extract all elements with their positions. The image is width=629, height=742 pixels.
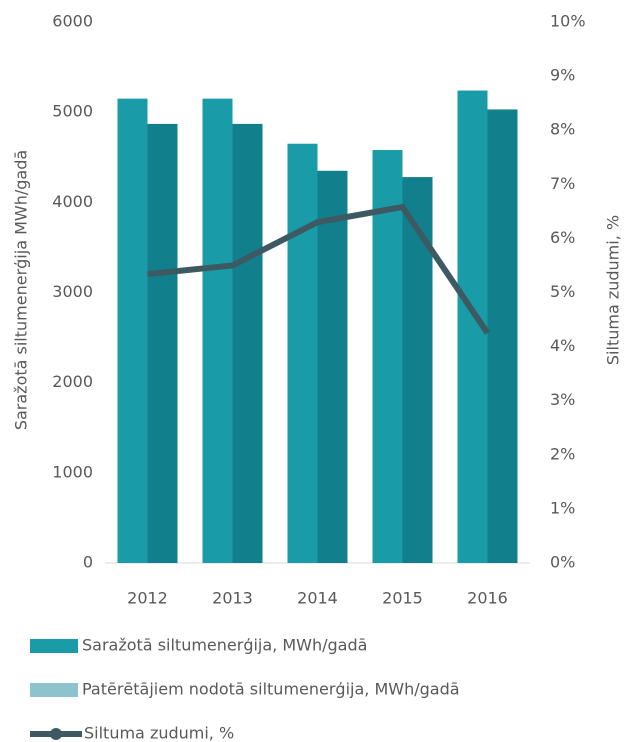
y-tick-label: 1000 [52, 462, 93, 481]
legend-swatch [30, 683, 78, 697]
bar [317, 170, 348, 563]
bar [147, 123, 178, 563]
y2-tick-label: 1% [550, 498, 575, 517]
y2-tick-label: 7% [550, 174, 575, 193]
bar [117, 98, 148, 564]
y-tick-label: 6000 [52, 12, 93, 31]
y2-tick-label: 0% [550, 553, 575, 572]
y2-axis-label: Siltuma zudumi, % [604, 215, 623, 365]
legend-label: Siltuma zudumi, % [84, 724, 234, 742]
bar [402, 177, 433, 563]
y2-tick-label: 3% [550, 390, 575, 409]
x-tick-label: 2014 [297, 589, 338, 608]
y2-tick-label: 6% [550, 228, 575, 247]
legend-label: Patērētājiem nodotā siltumenerģija, MWh/… [82, 680, 460, 699]
y-tick-label: 4000 [52, 192, 93, 211]
bar [487, 109, 518, 563]
y2-tick-label: 4% [550, 336, 575, 355]
bar [287, 143, 318, 563]
y2-tick-label: 5% [550, 282, 575, 301]
x-tick-label: 2015 [382, 589, 423, 608]
y-tick-label: 2000 [52, 372, 93, 391]
bar [372, 150, 403, 563]
x-tick-label: 2016 [467, 589, 508, 608]
y-tick-label: 5000 [52, 102, 93, 121]
x-tick-label: 2013 [212, 589, 253, 608]
legend-label: Saražotā siltumenerģija, MWh/gadā [82, 636, 367, 655]
y-axis-label: Saražotā siltumenerģija MWh/gadā [12, 150, 31, 430]
y2-tick-label: 8% [550, 120, 575, 139]
y-tick-label: 0 [83, 553, 93, 572]
line [147, 204, 490, 335]
y-tick-label: 3000 [52, 282, 93, 301]
y2-tick-label: 9% [550, 66, 575, 85]
y2-tick-label: 2% [550, 444, 575, 463]
bar [202, 98, 233, 564]
x-tick-label: 2012 [127, 589, 168, 608]
y2-tick-label: 10% [550, 12, 586, 31]
bar [232, 123, 263, 563]
legend-swatch [30, 639, 78, 653]
legend-marker [50, 728, 62, 740]
